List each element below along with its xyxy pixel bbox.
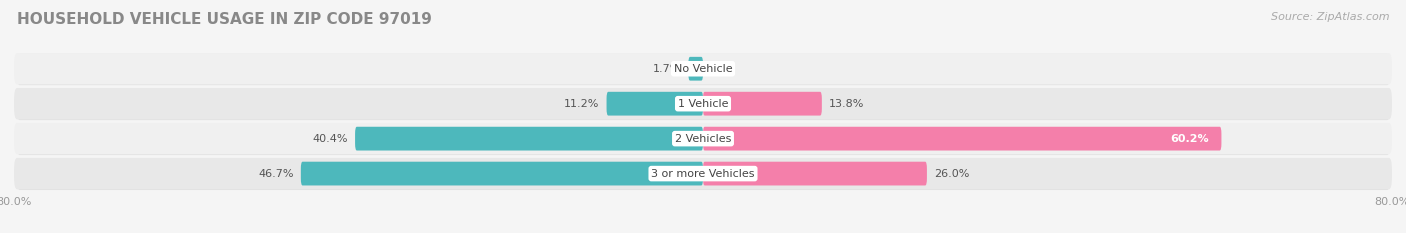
Text: HOUSEHOLD VEHICLE USAGE IN ZIP CODE 97019: HOUSEHOLD VEHICLE USAGE IN ZIP CODE 9701… (17, 12, 432, 27)
FancyBboxPatch shape (17, 54, 1391, 85)
FancyBboxPatch shape (14, 53, 1392, 85)
Text: 46.7%: 46.7% (259, 169, 294, 178)
FancyBboxPatch shape (14, 123, 1392, 154)
FancyBboxPatch shape (301, 162, 703, 185)
FancyBboxPatch shape (17, 123, 1391, 155)
FancyBboxPatch shape (703, 127, 1222, 151)
FancyBboxPatch shape (17, 159, 1391, 190)
FancyBboxPatch shape (14, 158, 1392, 189)
FancyBboxPatch shape (606, 92, 703, 116)
FancyBboxPatch shape (703, 162, 927, 185)
Text: 13.8%: 13.8% (828, 99, 865, 109)
Text: 1 Vehicle: 1 Vehicle (678, 99, 728, 109)
Text: 2 Vehicles: 2 Vehicles (675, 134, 731, 144)
Text: Source: ZipAtlas.com: Source: ZipAtlas.com (1271, 12, 1389, 22)
FancyBboxPatch shape (689, 57, 703, 81)
Text: 60.2%: 60.2% (1170, 134, 1209, 144)
Text: No Vehicle: No Vehicle (673, 64, 733, 74)
Text: 3 or more Vehicles: 3 or more Vehicles (651, 169, 755, 178)
FancyBboxPatch shape (14, 88, 1392, 119)
FancyBboxPatch shape (356, 127, 703, 151)
Text: 11.2%: 11.2% (564, 99, 599, 109)
Text: 26.0%: 26.0% (934, 169, 969, 178)
Text: 40.4%: 40.4% (312, 134, 349, 144)
Text: 1.7%: 1.7% (654, 64, 682, 74)
FancyBboxPatch shape (17, 89, 1391, 120)
FancyBboxPatch shape (703, 92, 823, 116)
